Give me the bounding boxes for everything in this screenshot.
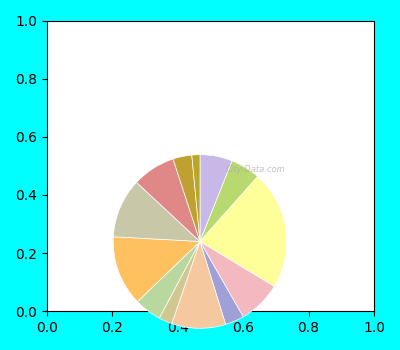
Wedge shape bbox=[159, 241, 200, 323]
Wedge shape bbox=[192, 155, 200, 241]
Wedge shape bbox=[172, 241, 226, 328]
Wedge shape bbox=[200, 161, 258, 241]
Wedge shape bbox=[113, 237, 200, 302]
Text: City-Data.com: City-Data.com bbox=[226, 165, 286, 174]
Wedge shape bbox=[136, 159, 200, 242]
Wedge shape bbox=[200, 177, 287, 286]
Wedge shape bbox=[200, 155, 232, 241]
Wedge shape bbox=[173, 155, 200, 242]
Wedge shape bbox=[138, 241, 200, 318]
Wedge shape bbox=[200, 241, 274, 317]
Wedge shape bbox=[200, 241, 243, 324]
Wedge shape bbox=[113, 182, 200, 241]
